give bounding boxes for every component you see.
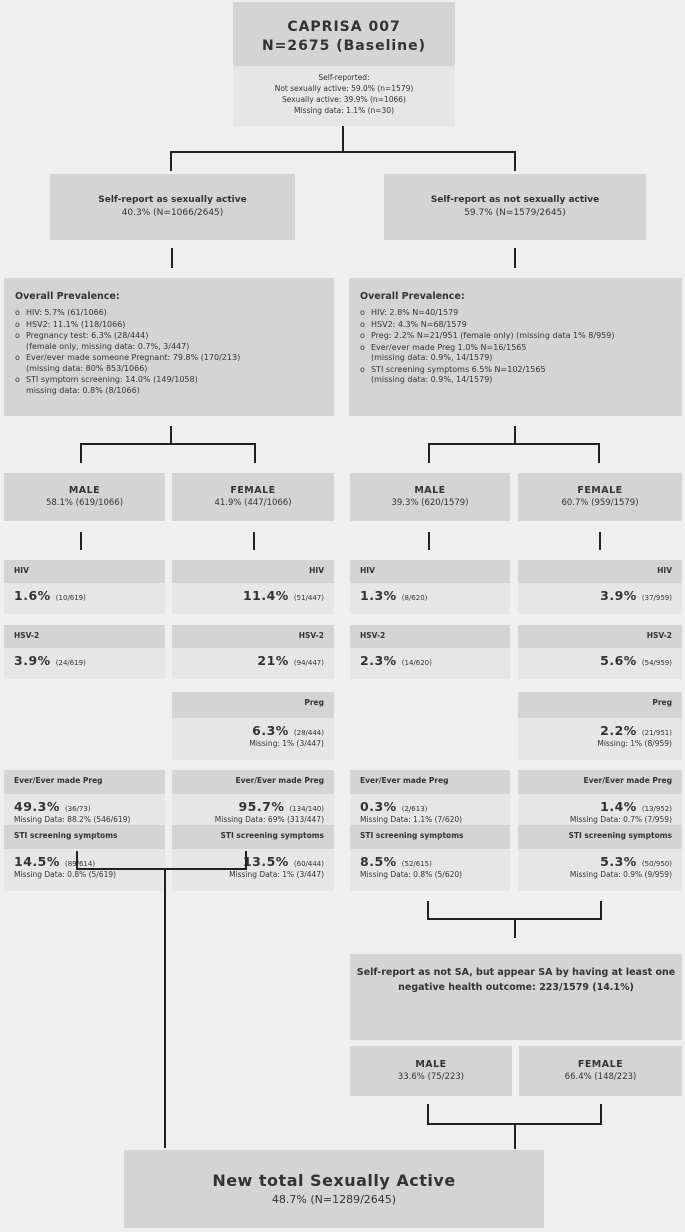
connector (514, 151, 516, 171)
not-sexually-active-value: 59.7% (N=1579/2645) (464, 208, 566, 218)
hiv-label: HIV (4, 560, 165, 583)
sti-label: STI screening symptoms (350, 825, 510, 849)
hsv-label: HSV-2 (350, 625, 510, 648)
self-reported-label: Self-reported: (318, 73, 370, 82)
hiv-value: 1.6% (10/619) (4, 583, 165, 614)
ever-preg-label: Ever/Ever made Preg (350, 770, 510, 794)
baseline-box: CAPRISA 007 N=2675 (Baseline) (233, 2, 455, 66)
left-male-box: MALE 58.1% (619/1066) (4, 473, 165, 521)
sti-label: STI screening symptoms (4, 825, 165, 849)
connector (598, 443, 600, 463)
not-sa-female-box: FEMALE 66.4% (148/223) (519, 1046, 682, 1096)
sti-label: STI screening symptoms (518, 825, 682, 849)
connector (254, 443, 256, 463)
prevalence-item: o Ever/ever made Preg 1.0% N=16/1565 (miss… (360, 342, 527, 363)
not-sa-male-box: MALE 33.6% (75/223) (350, 1046, 512, 1096)
connector (76, 851, 78, 869)
hsv-value: 3.9% (24/619) (4, 648, 165, 679)
preg-value: 2.2% (21/951) Missing: 1% (8/959) (518, 718, 682, 760)
hiv-value: 1.3% (8/620) (350, 583, 510, 614)
connector (170, 426, 172, 444)
sti-value: 5.3% (50/950) Missing Data: 0.9% (9/959) (518, 849, 682, 891)
connector (427, 1104, 429, 1124)
prevalence-title: Overall Prevalence: (15, 291, 120, 302)
new-total-title: New total Sexually Active (212, 1171, 456, 1190)
sti-value: 8.5% (52/615) Missing Data: 0.8% (5/620) (350, 849, 510, 891)
connector (514, 918, 516, 938)
self-reported-line: Missing data: 1.1% (n=30) (293, 106, 395, 115)
connector (245, 851, 247, 869)
connector (76, 868, 247, 870)
connector (428, 443, 600, 445)
hsv-value: 5.6% (54/959) (518, 648, 682, 679)
connector (428, 443, 430, 463)
prevalence-item: o Pregnancy test: 6.3% (28/444) (female on… (15, 331, 190, 351)
prevalence-item: o STI screening symptoms 6.5% N=102/1565(… (360, 364, 546, 385)
connector (80, 443, 82, 463)
hsv-value: 21% (94/447) (172, 648, 334, 679)
connector (342, 126, 344, 152)
connector (170, 151, 172, 171)
connector (427, 901, 429, 919)
ever-preg-label: Ever/Ever made Preg (172, 770, 334, 794)
hsv-value: 2.3% (14/620) (350, 648, 510, 679)
connector (253, 532, 255, 550)
connector (600, 901, 602, 919)
not-sexually-active-box: Self-report as not sexually active 59.7%… (384, 174, 646, 240)
hiv-label: HIV (172, 560, 334, 583)
hiv-value: 3.9% (37/959) (518, 583, 682, 614)
left-prevalence-box: Overall Prevalence: o HIV: 5.7% (61/1066)… (4, 278, 334, 416)
new-total-box: New total Sexually Active 48.7% (N=1289/… (124, 1150, 544, 1228)
study-title: CAPRISA 007 (287, 19, 401, 35)
baseline-count: N=2675 (Baseline) (261, 38, 427, 54)
prevalence-item: o HIV: 5.7% (61/1066) (15, 308, 107, 317)
sexually-active-box: Self-report as sexually active 40.3% (N=… (50, 174, 295, 240)
connector (170, 151, 516, 153)
hsv-label: HSV-2 (172, 625, 334, 648)
sti-value: 14.5% (89/614) Missing Data: 0.8% (5/619… (4, 849, 165, 891)
connector (514, 248, 516, 268)
hsv-label: HSV-2 (518, 625, 682, 648)
hiv-label: HIV (350, 560, 510, 583)
not-sexually-active-title: Self-report as not sexually active (430, 195, 600, 205)
connector (514, 1123, 516, 1149)
self-reported-line: Sexually active: 39.9% (n=1066) (282, 95, 406, 104)
connector (514, 426, 516, 444)
prevalence-item: o Ever/ever made someone Pregnant: 79.8% … (15, 353, 241, 373)
prevalence-item: o HIV: 2.8% N=40/1579 (360, 308, 459, 317)
prevalence-title: Overall Prevalence: (360, 291, 465, 302)
connector (600, 1104, 602, 1124)
ever-preg-label: Ever/Ever made Preg (518, 770, 682, 794)
hiv-label: HIV (518, 560, 682, 583)
connector (80, 532, 82, 550)
not-sa-outcome-title: Self-report as not SA, but appear SA by … (356, 967, 676, 993)
hiv-value: 11.4% (51/447) (172, 583, 334, 614)
connector (171, 248, 173, 268)
right-male-box: MALE 39.3% (620/1579) (350, 473, 510, 521)
self-reported-line: Not sexually active: 59.0% (n=1579) (274, 84, 414, 93)
self-reported-box: Self-reported: Not sexually active: 59.0… (233, 66, 455, 126)
preg-label: Preg (172, 692, 334, 718)
right-prevalence-box: Overall Prevalence: o HIV: 2.8% N=40/1579… (349, 278, 682, 416)
left-female-box: FEMALE 41.9% (447/1066) (172, 473, 334, 521)
hsv-label: HSV-2 (4, 625, 165, 648)
prevalence-item: o STI symptom screening: 14.0% (149/1058)… (15, 375, 198, 395)
sexually-active-title: Self-report as sexually active (98, 195, 247, 205)
right-female-box: FEMALE 60.7% (959/1579) (518, 473, 682, 521)
connector (80, 443, 256, 445)
prevalence-item: o HSV2: 4.3% N=68/1579 (360, 319, 467, 329)
prevalence-item: o HSV2: 11.1% (118/1066) (15, 319, 126, 329)
not-sa-outcome-box: Self-report as not SA, but appear SA by … (350, 954, 682, 1040)
preg-value: 6.3% (28/444) Missing: 1% (3/447) (172, 718, 334, 760)
prevalence-item: o Preg: 2.2% N=21/951 (female only) (miss… (360, 331, 615, 340)
sti-label: STI screening symptoms (172, 825, 334, 849)
sti-value: 13.5% (60/444) Missing Data: 1% (3/447) (172, 849, 334, 891)
preg-label: Preg (518, 692, 682, 718)
ever-preg-label: Ever/Ever made Preg (4, 770, 165, 794)
sexually-active-value: 40.3% (N=1066/2645) (121, 208, 224, 218)
connector (428, 532, 430, 550)
new-total-value: 48.7% (N=1289/2645) (271, 1193, 397, 1206)
connector (164, 868, 166, 1148)
connector (599, 532, 601, 550)
